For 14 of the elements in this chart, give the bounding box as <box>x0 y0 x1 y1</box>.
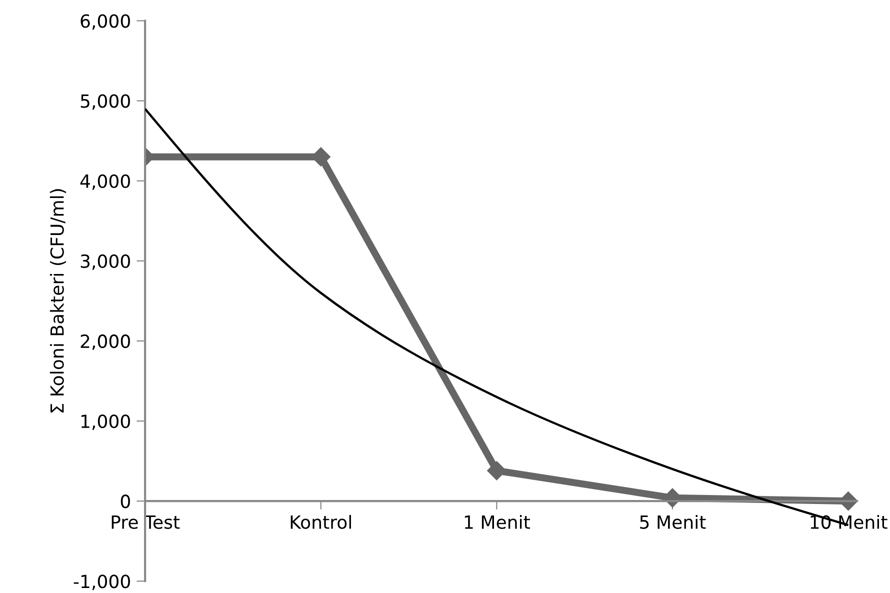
point <box>487 461 506 480</box>
y-tick-label: 6,000 <box>80 14 130 30</box>
y-tick-label: 0 <box>120 494 130 508</box>
x-tick-label: 1 Menit <box>464 514 530 529</box>
y-tick-label: 3,000 <box>80 254 130 270</box>
y-axis-title: Σ Koloni Bakteri (CFU/ml) <box>50 189 66 412</box>
y-tick-label: 4,000 <box>80 174 130 190</box>
x-tick-label: 5 Menit <box>640 514 706 529</box>
y-tick-label: 2,000 <box>80 334 130 350</box>
y-tick-label: 5,000 <box>80 94 130 110</box>
y-tick-label: 1,000 <box>81 414 130 430</box>
x-tick-label: Kontrol <box>290 514 351 529</box>
y-tick-label: -1,000 <box>74 574 130 590</box>
x-tick-label: Pre Test <box>112 516 180 529</box>
